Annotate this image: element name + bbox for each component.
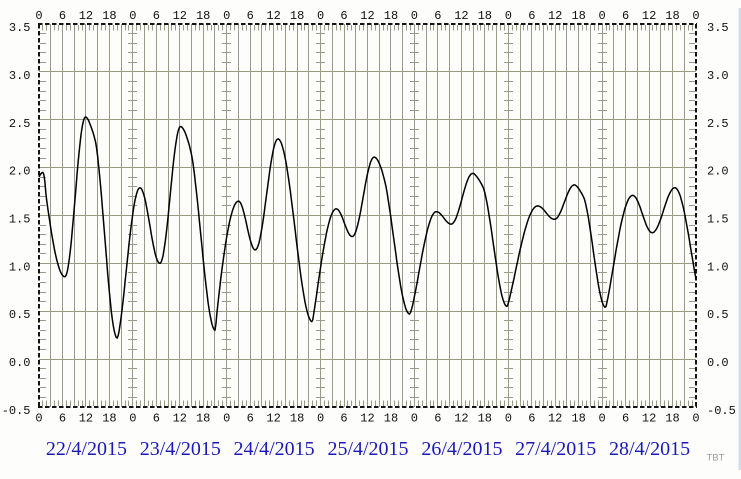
svg-text:18: 18	[665, 9, 679, 23]
svg-text:18: 18	[478, 412, 492, 426]
svg-text:0: 0	[692, 9, 699, 23]
svg-text:12: 12	[548, 412, 562, 426]
svg-text:1.0: 1.0	[707, 260, 729, 274]
svg-text:18: 18	[196, 412, 210, 426]
svg-text:0: 0	[129, 412, 136, 426]
svg-text:6: 6	[622, 412, 629, 426]
svg-text:18: 18	[102, 9, 116, 23]
svg-text:0: 0	[598, 9, 605, 23]
svg-text:2.5: 2.5	[707, 117, 729, 131]
svg-text:25/4/2015: 25/4/2015	[327, 438, 408, 460]
svg-text:-0.5: -0.5	[707, 404, 736, 418]
svg-text:6: 6	[340, 9, 347, 23]
svg-text:12: 12	[79, 9, 93, 23]
svg-text:18: 18	[478, 9, 492, 23]
svg-text:1.5: 1.5	[707, 213, 729, 227]
svg-text:0.0: 0.0	[707, 356, 729, 370]
svg-text:12: 12	[360, 412, 374, 426]
svg-text:1.5: 1.5	[9, 213, 31, 227]
svg-text:0.0: 0.0	[9, 356, 31, 370]
svg-text:18: 18	[102, 412, 116, 426]
svg-text:0: 0	[317, 9, 324, 23]
svg-text:24/4/2015: 24/4/2015	[234, 438, 315, 460]
svg-text:12: 12	[360, 9, 374, 23]
svg-text:0: 0	[35, 412, 42, 426]
svg-text:18: 18	[196, 9, 210, 23]
svg-text:18: 18	[290, 412, 304, 426]
svg-text:2.0: 2.0	[707, 165, 729, 179]
svg-text:3.0: 3.0	[707, 69, 729, 83]
svg-text:6: 6	[528, 412, 535, 426]
svg-text:6: 6	[434, 9, 441, 23]
svg-text:-0.5: -0.5	[2, 404, 31, 418]
svg-text:12: 12	[642, 9, 656, 23]
svg-text:6: 6	[340, 412, 347, 426]
svg-text:12: 12	[266, 412, 280, 426]
svg-text:6: 6	[247, 9, 254, 23]
svg-text:28/4/2015: 28/4/2015	[609, 438, 690, 460]
svg-text:12: 12	[266, 9, 280, 23]
svg-text:0: 0	[505, 9, 512, 23]
svg-text:12: 12	[454, 412, 468, 426]
svg-text:6: 6	[247, 412, 254, 426]
svg-text:0: 0	[317, 412, 324, 426]
svg-text:TBT: TBT	[707, 453, 725, 464]
svg-text:18: 18	[384, 412, 398, 426]
svg-text:12: 12	[79, 412, 93, 426]
svg-text:12: 12	[642, 412, 656, 426]
svg-text:27/4/2015: 27/4/2015	[515, 438, 596, 460]
svg-text:18: 18	[290, 9, 304, 23]
svg-text:6: 6	[528, 9, 535, 23]
svg-text:0.5: 0.5	[9, 308, 31, 322]
svg-text:12: 12	[454, 9, 468, 23]
svg-text:6: 6	[153, 9, 160, 23]
svg-text:0: 0	[411, 412, 418, 426]
svg-text:0: 0	[598, 412, 605, 426]
svg-text:3.5: 3.5	[707, 21, 729, 35]
svg-text:3.5: 3.5	[9, 21, 31, 35]
svg-text:18: 18	[571, 9, 585, 23]
svg-text:0: 0	[223, 412, 230, 426]
svg-text:0: 0	[223, 9, 230, 23]
svg-text:0: 0	[505, 412, 512, 426]
svg-text:18: 18	[384, 9, 398, 23]
svg-text:6: 6	[434, 412, 441, 426]
svg-text:2.0: 2.0	[9, 165, 31, 179]
svg-text:12: 12	[173, 412, 187, 426]
svg-text:26/4/2015: 26/4/2015	[421, 438, 502, 460]
svg-text:12: 12	[548, 9, 562, 23]
svg-text:1.0: 1.0	[9, 260, 31, 274]
svg-text:18: 18	[571, 412, 585, 426]
svg-text:18: 18	[665, 412, 679, 426]
svg-text:6: 6	[622, 9, 629, 23]
svg-text:22/4/2015: 22/4/2015	[46, 438, 127, 460]
svg-text:23/4/2015: 23/4/2015	[140, 438, 221, 460]
svg-text:3.0: 3.0	[9, 69, 31, 83]
svg-text:12: 12	[173, 9, 187, 23]
svg-text:0: 0	[129, 9, 136, 23]
svg-text:0.5: 0.5	[707, 308, 729, 322]
svg-text:6: 6	[59, 9, 66, 23]
svg-text:0: 0	[35, 9, 42, 23]
svg-text:0: 0	[411, 9, 418, 23]
svg-text:6: 6	[153, 412, 160, 426]
svg-text:0: 0	[692, 412, 699, 426]
svg-text:2.5: 2.5	[9, 117, 31, 131]
svg-text:6: 6	[59, 412, 66, 426]
